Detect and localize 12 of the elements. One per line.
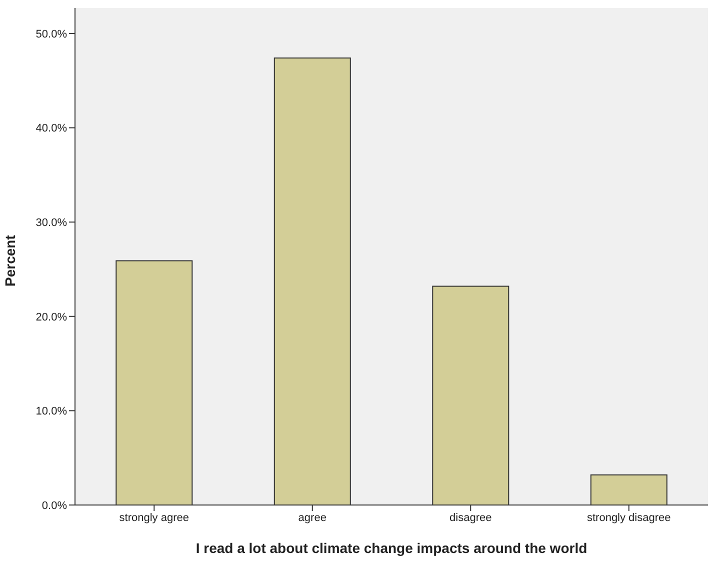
y-tick-label: 40.0% [36,122,68,135]
y-tick-label: 50.0% [36,28,68,40]
x-tick-label: disagree [450,512,492,524]
y-axis-title: Percent [2,234,18,286]
y-tick-label: 0.0% [42,500,68,512]
y-tick-label: 30.0% [36,216,68,229]
x-tick-label: strongly disagree [586,512,671,524]
x-tick-label: strongly agree [119,512,189,524]
y-tick-label: 20.0% [36,311,68,324]
x-tick-label: agree [298,512,326,524]
y-tick-label: 10.0% [36,406,68,418]
x-axis-title: I read a lot about climate change impacts around the world [196,540,588,556]
